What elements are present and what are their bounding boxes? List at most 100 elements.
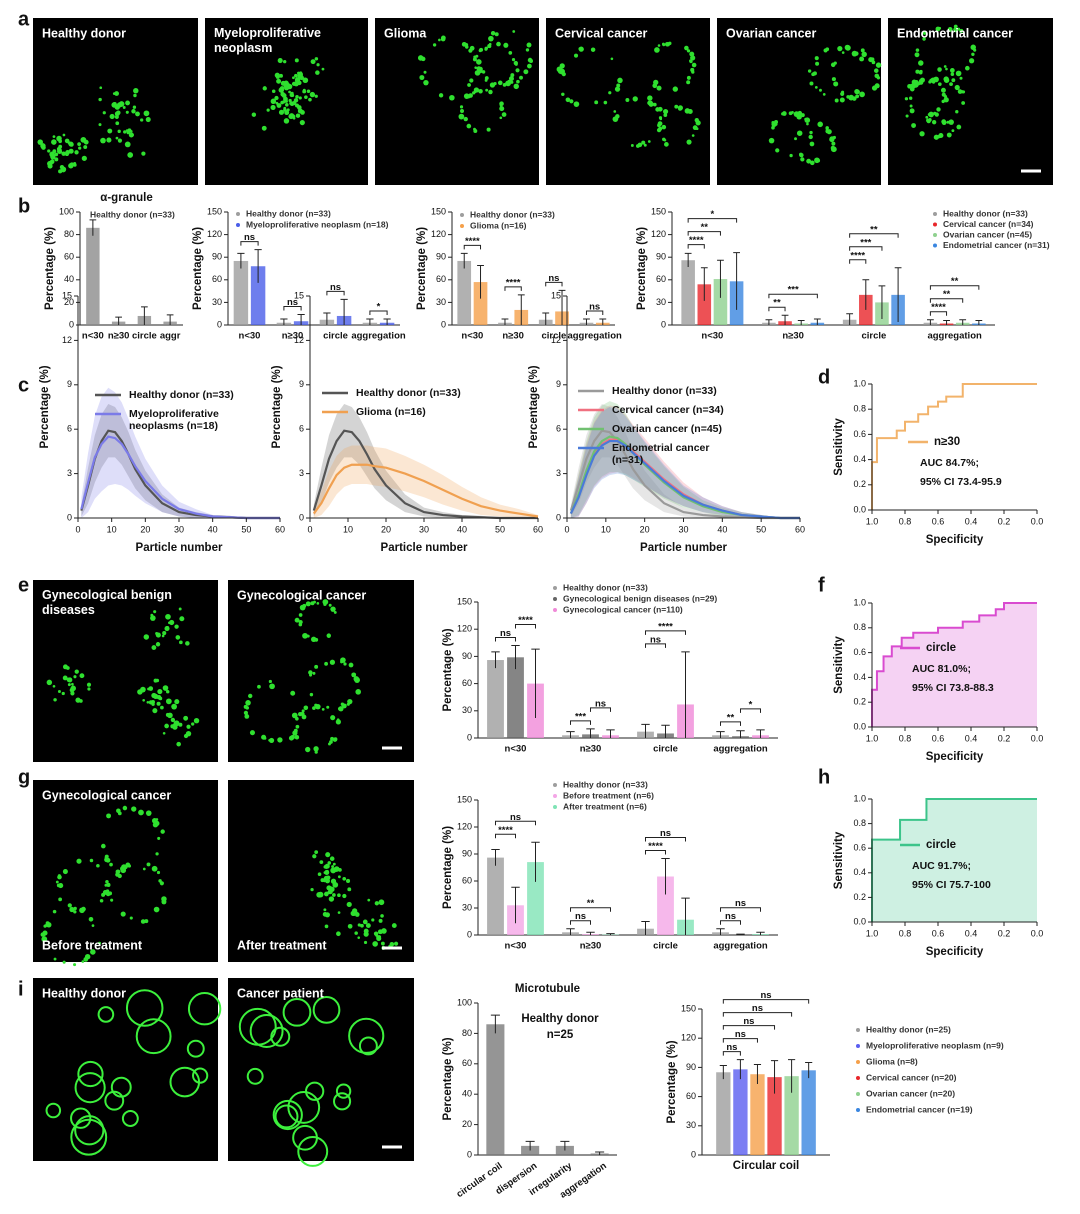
fluorescence-spot [940, 87, 946, 93]
legend-marker [933, 212, 937, 216]
x-tick-label: aggregation [567, 331, 622, 342]
fluorescence-spot [288, 98, 292, 103]
significance-label: ns [743, 1016, 754, 1027]
fluorescence-spot [825, 47, 830, 51]
microtubule-ring [74, 1115, 105, 1146]
x-tick-label: 30 [419, 524, 429, 534]
legend-marker [856, 1076, 860, 1080]
significance-label: ns [330, 282, 341, 293]
fluorescence-spot [68, 148, 74, 154]
legend-label: After treatment (n=6) [563, 801, 647, 811]
bar [86, 227, 100, 325]
legend-label: circle [926, 839, 956, 851]
fluorescence-spot [143, 634, 150, 640]
microtubule-ring [270, 1026, 291, 1047]
bar [716, 1072, 731, 1155]
significance-bracket [570, 907, 611, 912]
y-tick-label: 150 [457, 794, 472, 804]
fluorescence-spot [54, 157, 59, 162]
y-tick-label: 0.6 [853, 843, 866, 853]
fluorescence-spot [497, 80, 503, 86]
spread-band [570, 405, 800, 518]
fluorescence-spot [468, 48, 473, 53]
significance-bracket [722, 1038, 758, 1043]
fluorescence-spot [800, 157, 805, 162]
fluorescence-spot [106, 813, 112, 819]
fluorescence-spot [61, 691, 65, 696]
fluorescence-spot [373, 931, 379, 936]
fluorescence-spot [657, 126, 663, 131]
fluorescence-spot [312, 854, 317, 859]
fluorescence-spot [330, 715, 336, 721]
x-tick-label: 0.6 [932, 733, 945, 743]
fluorescence-spot [440, 36, 446, 42]
significance-bracket [545, 281, 563, 287]
fluorescence-spot [274, 95, 279, 101]
error-bar [661, 858, 670, 895]
fluorescence-spot [321, 708, 325, 711]
microtubule-ring [249, 1014, 284, 1048]
fluorescence-spot [325, 878, 330, 884]
fluorescence-spot [331, 865, 335, 868]
y-tick-label: 80 [462, 1028, 472, 1038]
fluorescence [238, 996, 385, 1167]
legend-label: Ovarian cancer (n=45) [612, 423, 722, 435]
y-axis-label: Percentage (%) [442, 628, 454, 711]
bar [457, 260, 472, 325]
fluorescence-spot [174, 699, 180, 705]
y-tick-label: 3 [299, 468, 304, 478]
fluorescence-spot [298, 613, 303, 617]
fluorescence-spot [871, 85, 878, 91]
fluorescence-spot [922, 31, 927, 35]
significance-bracket [768, 293, 818, 299]
fluorescence-spot [873, 68, 879, 73]
fluorescence-spot [142, 698, 145, 702]
y-tick-label: 60 [462, 678, 472, 688]
fluorescence-spot [73, 163, 77, 167]
fluorescence-spot [52, 149, 57, 154]
y-tick-label: 3 [67, 468, 72, 478]
fluorescence-spot [825, 129, 830, 134]
fluorescence-spot [959, 28, 964, 33]
fluorescence-spot [309, 91, 316, 98]
fluorescence-spot [841, 90, 845, 94]
fluorescence-spot [110, 898, 114, 902]
fluorescence-spot [654, 47, 660, 53]
error-bar [959, 319, 967, 325]
y-tick-label: 30 [212, 297, 222, 307]
microtubule-ring [125, 989, 164, 1027]
fluorescence-spot [294, 734, 300, 740]
fluorescence-spot [284, 99, 288, 103]
fluorescence-spot [166, 689, 170, 694]
fluorescence-spot [647, 140, 651, 143]
fluorescence-spot [657, 121, 663, 126]
fluorescence-spot [343, 662, 347, 666]
microtubule-ring [45, 1102, 62, 1119]
fluorescence-spot [77, 142, 81, 146]
fluorescence-spot [657, 44, 661, 47]
fluorescence-spot [54, 152, 59, 157]
y-tick-label: 0 [441, 319, 446, 329]
significance-bracket [645, 630, 686, 635]
y-tick-label: 60 [462, 1058, 472, 1068]
fluorescence-spot [316, 602, 320, 605]
significance-bracket [570, 920, 591, 925]
fluorescence-spot [691, 70, 695, 74]
fluorescence-spot [920, 77, 925, 83]
fluorescence-spot [290, 114, 296, 119]
x-tick-label: n<30 [701, 331, 723, 342]
fluorescence-spot [354, 912, 360, 917]
fluorescence-spot [191, 722, 195, 726]
error-bar [606, 729, 615, 738]
line-series [569, 429, 800, 520]
error-bar [770, 1060, 779, 1094]
significance-bracket [515, 624, 536, 629]
fluorescence-spot [55, 880, 59, 884]
microtubule-ring [312, 996, 341, 1024]
fluorescence-spot [833, 81, 839, 87]
y-tick-label: 0 [556, 512, 561, 522]
fluorescence-spot [355, 689, 362, 695]
legend-marker [856, 1028, 860, 1032]
significance-bracket [495, 820, 536, 826]
fluorescence-spot [919, 131, 925, 137]
